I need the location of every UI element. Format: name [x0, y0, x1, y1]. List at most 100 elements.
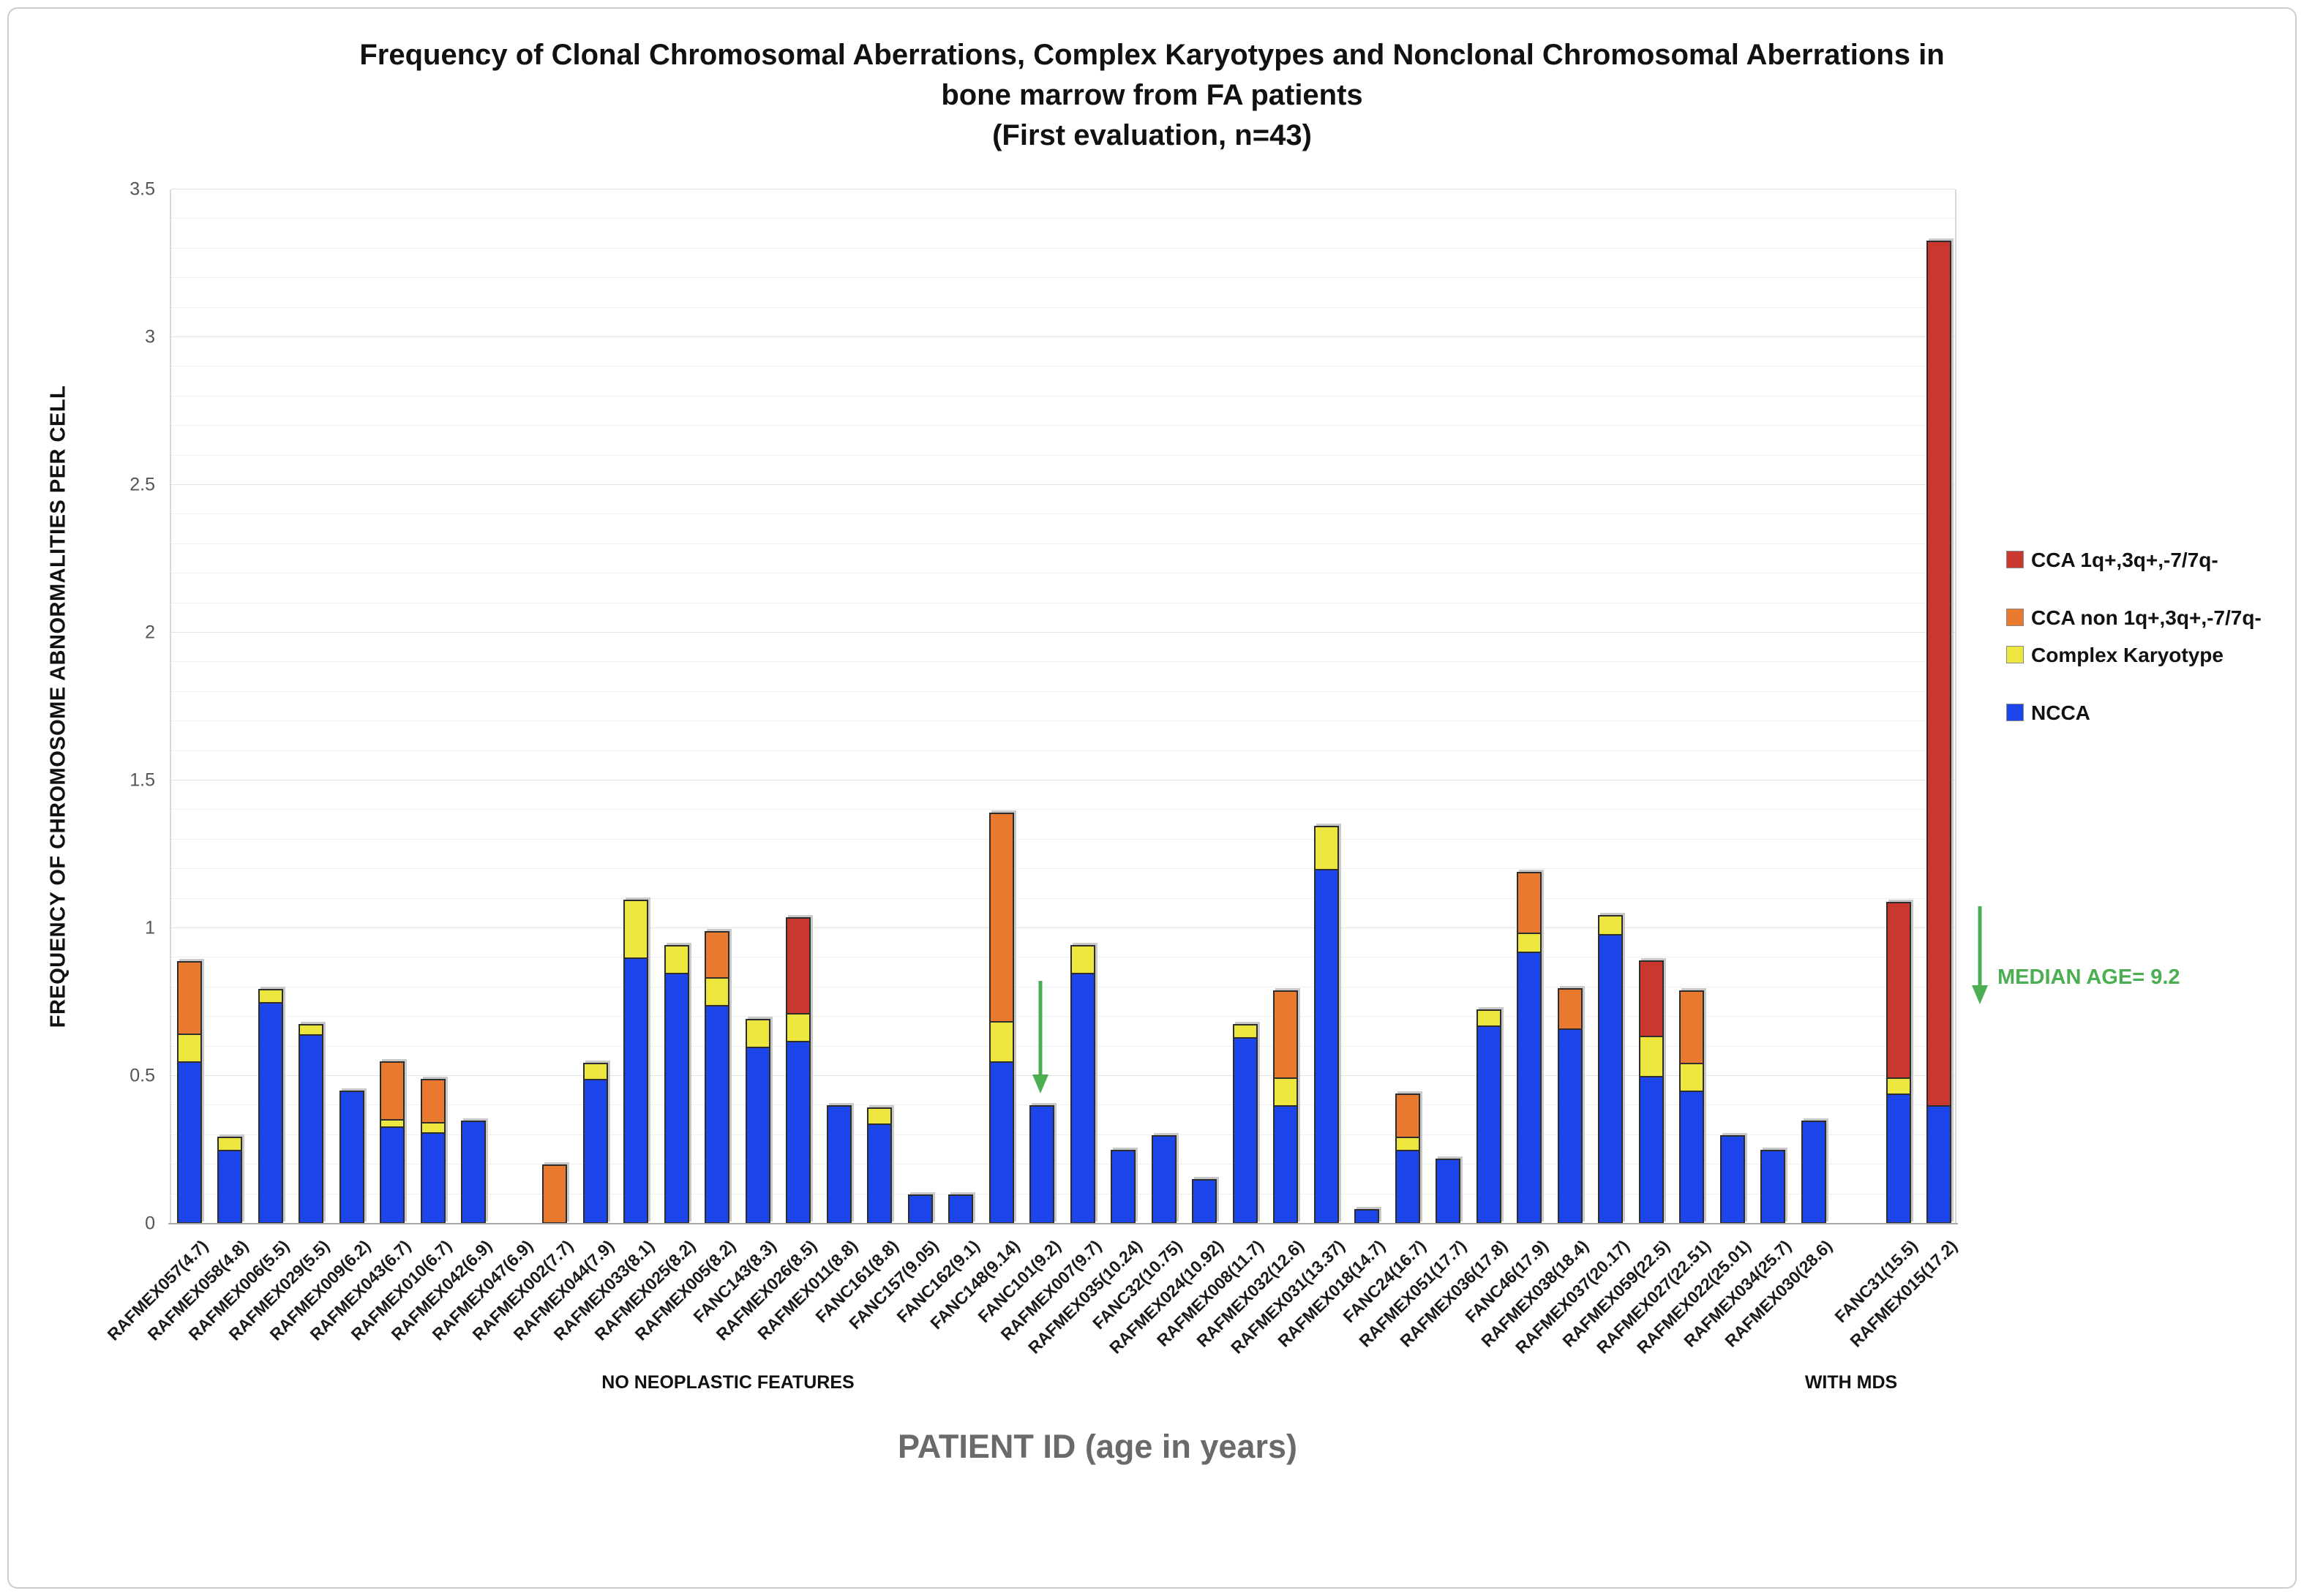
- bar-segment-ncca: [948, 1194, 973, 1224]
- gridline: [171, 454, 1955, 456]
- gridline: [171, 543, 1955, 544]
- stacked-bar-RAFMEX058(4.8): [217, 1137, 242, 1224]
- bar-segment-cca: [1926, 241, 1951, 1107]
- legend-item-cca_non: CCA non 1q+,3q+,-7/7q-: [2006, 605, 2299, 631]
- legend-swatch-complex-icon: [2006, 646, 2024, 663]
- chart-frame: [7, 7, 2297, 1589]
- legend-label-cca: CCA 1q+,3q+,-7/7q-: [2031, 549, 2218, 571]
- bar-segment-cca_non: [542, 1164, 567, 1224]
- legend-label-cca_non: CCA non 1q+,3q+,-7/7q-: [2031, 606, 2262, 629]
- y-tick-label: 0.5: [130, 1065, 155, 1086]
- bar-segment-ncca: [1639, 1076, 1664, 1224]
- stacked-bar-RAFMEX043(6.7): [380, 1061, 405, 1224]
- legend-label-complex: Complex Karyotype: [2031, 644, 2224, 666]
- bar-segment-cca_non: [1558, 988, 1583, 1030]
- bar-segment-ncca: [1152, 1135, 1177, 1224]
- gridline: [171, 720, 1955, 722]
- bar-segment-complex: [1517, 933, 1542, 953]
- y-tick-label: 0: [145, 1213, 155, 1234]
- gridline: [171, 277, 1955, 279]
- bar-segment-ncca: [1926, 1105, 1951, 1224]
- gridline: [171, 306, 1955, 308]
- stacked-bar-RAFMEX022(25.01): [1720, 1135, 1745, 1224]
- bar-segment-cca_non: [421, 1079, 446, 1123]
- bar-segment-complex: [1395, 1137, 1420, 1151]
- bar-segment-ncca: [705, 1005, 729, 1224]
- bar-segment-complex: [1476, 1009, 1501, 1027]
- median-age-label: MEDIAN AGE= 9.2: [1997, 965, 2180, 989]
- x-axis-title: PATIENT ID (age in years): [898, 1428, 1297, 1465]
- legend-swatch-cca_non-icon: [2006, 609, 2024, 626]
- gridline: [171, 1134, 1955, 1135]
- bar-segment-cca_non: [380, 1061, 405, 1121]
- bar-segment-complex: [1233, 1024, 1258, 1039]
- bar-segment-complex: [1679, 1063, 1704, 1092]
- bar-segment-cca: [1886, 902, 1911, 1079]
- y-tick-label: 1: [145, 917, 155, 938]
- bar-segment-ncca: [1273, 1105, 1298, 1224]
- stacked-bar-RAFMEX025(8.2): [664, 945, 689, 1224]
- bar-segment-ncca: [746, 1047, 770, 1224]
- gridline: [171, 661, 1955, 663]
- bar-segment-ncca: [177, 1061, 202, 1224]
- group-label-no-neoplastic: NO NEOPLASTIC FEATURES: [601, 1372, 855, 1393]
- gridline: [171, 247, 1955, 249]
- legend-swatch-cca-icon: [2006, 551, 2024, 568]
- bar-segment-ncca: [1314, 869, 1339, 1224]
- bar-segment-complex: [1070, 945, 1095, 974]
- gridline: [171, 218, 1955, 219]
- bar-segment-cca_non: [1273, 990, 1298, 1079]
- chart-title-line1: Frequency of Clonal Chromosomal Aberrati…: [359, 39, 1945, 71]
- y-tick-label: 2.5: [130, 474, 155, 495]
- bar-segment-ncca: [1886, 1094, 1911, 1224]
- stacked-bar-RAFMEX002(7.7): [542, 1164, 567, 1224]
- gridline: [171, 484, 1955, 485]
- bar-segment-cca_non: [989, 813, 1014, 1023]
- stacked-bar-RAFMEX030(28.6): [1801, 1121, 1826, 1224]
- bar-segment-ncca: [421, 1132, 446, 1224]
- stacked-bar-RAFMEX031(13.37): [1314, 826, 1339, 1224]
- bar-segment-ncca: [989, 1061, 1014, 1224]
- stacked-bar-FANC162(9.1): [948, 1194, 973, 1224]
- bar-segment-ncca: [1679, 1091, 1704, 1224]
- bar-segment-cca_non: [1517, 872, 1542, 934]
- bar-segment-ncca: [1233, 1037, 1258, 1224]
- bar-pointer-arrow-icon: [1032, 981, 1048, 1094]
- stacked-bar-RAFMEX037(20.17): [1598, 915, 1623, 1224]
- bar-segment-ncca: [908, 1194, 933, 1224]
- stacked-bar-FANC161(8.8): [867, 1107, 892, 1224]
- bar-segment-cca_non: [1679, 990, 1704, 1064]
- bar-segment-ncca: [217, 1150, 242, 1224]
- stacked-bar-RAFMEX007(9.7): [1070, 945, 1095, 1224]
- bar-segment-cca_non: [705, 931, 729, 979]
- bar-segment-ncca: [1598, 934, 1623, 1224]
- bar-segment-ncca: [827, 1105, 852, 1224]
- gridline: [171, 690, 1955, 692]
- bar-segment-ncca: [664, 973, 689, 1224]
- stacked-bar-RAFMEX035(10.24): [1111, 1150, 1136, 1224]
- x-axis-line: [168, 1223, 1958, 1224]
- gridline: [171, 336, 1955, 337]
- bar-segment-ncca: [339, 1091, 364, 1224]
- bar-segment-ncca: [867, 1123, 892, 1224]
- stacked-bar-RAFMEX033(8.1): [623, 900, 648, 1224]
- chart-title-line2: bone marrow from FA patients: [941, 79, 1363, 112]
- stacked-bar-RAFMEX059(22.5): [1639, 960, 1664, 1224]
- bar-segment-ncca: [1070, 973, 1095, 1224]
- gridline: [171, 750, 1955, 751]
- stacked-bar-RAFMEX032(12.6): [1273, 990, 1298, 1224]
- gridline: [171, 838, 1955, 840]
- stacked-bar-RAFMEX024(10.92): [1192, 1179, 1217, 1224]
- bar-segment-complex: [664, 945, 689, 974]
- gridline: [171, 1045, 1955, 1047]
- bar-segment-ncca: [786, 1041, 811, 1224]
- stacked-bar-RAFMEX006(5.5): [258, 989, 283, 1224]
- bar-segment-complex: [258, 989, 283, 1004]
- bar-segment-ncca: [1436, 1159, 1460, 1224]
- bar-segment-complex: [867, 1107, 892, 1125]
- bar-segment-complex: [1598, 915, 1623, 936]
- stacked-bar-RAFMEX015(17.2): [1926, 241, 1951, 1224]
- y-tick-label: 3.5: [130, 178, 155, 200]
- stacked-bar-RAFMEX009(6.2): [339, 1091, 364, 1224]
